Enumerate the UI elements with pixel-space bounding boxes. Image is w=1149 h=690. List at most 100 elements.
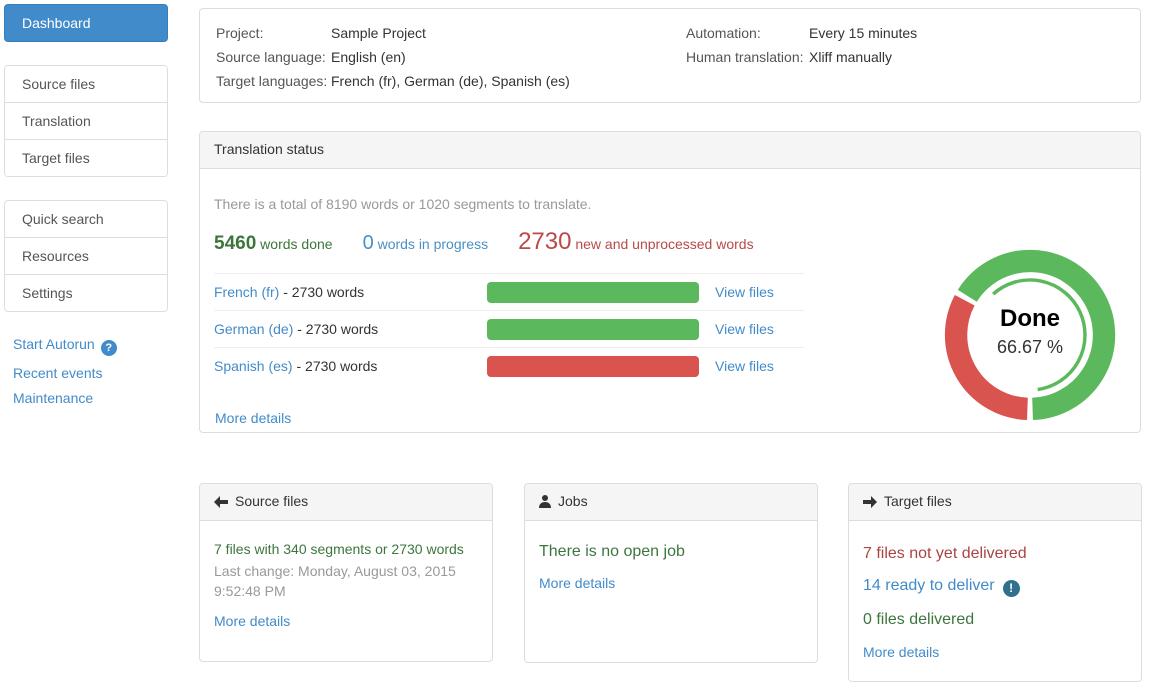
sidebar-item-translation[interactable]: Translation <box>5 102 167 139</box>
jobs-more-details-link[interactable]: More details <box>539 575 616 591</box>
view-files-link-german[interactable]: View files <box>715 321 774 337</box>
total-words-summary: There is a total of 8190 words or 1020 s… <box>214 196 592 212</box>
source-files-more-details-link[interactable]: More details <box>214 613 291 629</box>
project-info-panel: Project: Sample Project Source language:… <box>199 8 1141 103</box>
human-translation-label: Human translation: <box>686 49 804 65</box>
person-icon <box>539 495 551 508</box>
target-files-delivered: 0 files delivered <box>863 611 975 628</box>
sidebar-item-dashboard[interactable]: Dashboard <box>4 4 168 42</box>
sidebar-links: Start Autorun? Recent events Maintenance <box>4 336 168 406</box>
stat-new-words: 2730 new and unprocessed words <box>518 228 754 256</box>
donut-done-label: Done <box>1000 305 1060 332</box>
language-wordcount: - 2730 words <box>292 358 378 374</box>
source-files-title: Source files <box>235 493 309 509</box>
language-row-spanish: Spanish (es) - 2730 words View files <box>214 347 804 384</box>
view-files-link-spanish[interactable]: View files <box>715 358 774 374</box>
stat-words-in-progress-label: words in progress <box>377 236 489 252</box>
recent-events-link[interactable]: Recent events <box>13 365 103 381</box>
progress-bar-spanish <box>487 355 699 377</box>
target-files-ready-line: 14 ready to deliver! <box>863 577 1127 597</box>
progress-bar-track <box>487 281 699 303</box>
source-files-panel: Source files 7 files with 340 segments o… <box>199 483 493 662</box>
language-link-french[interactable]: French (fr) <box>214 284 280 300</box>
sidebar-nav-primary: Source files Translation Target files <box>4 65 168 177</box>
target-files-more-details-link[interactable]: More details <box>863 644 940 660</box>
source-language-value: English (en) <box>331 49 406 65</box>
stat-words-in-progress: 0 words in progress <box>363 232 489 255</box>
language-label: German (de) - 2730 words <box>214 321 487 337</box>
automation-value: Every 15 minutes <box>809 25 918 41</box>
sidebar-item-settings[interactable]: Settings <box>5 274 167 311</box>
progress-bar-french <box>487 281 699 303</box>
source-files-summary: 7 files with 340 segments or 2730 words <box>214 541 464 557</box>
target-files-body: 7 files not yet delivered 14 ready to de… <box>849 521 1141 672</box>
progress-bar-track <box>487 355 699 377</box>
stat-new-words-label: new and unprocessed words <box>575 236 754 252</box>
target-files-title: Target files <box>884 493 952 509</box>
donut-center-label: Done 66.67 % <box>944 305 1116 358</box>
donut-inner-ring <box>992 278 1087 392</box>
maintenance-link[interactable]: Maintenance <box>13 390 94 406</box>
language-row-french: French (fr) - 2730 words View files <box>214 273 804 310</box>
stat-words-in-progress-value: 0 <box>362 232 374 254</box>
sidebar-item-resources[interactable]: Resources <box>5 237 167 274</box>
source-language-label: Source language: <box>216 49 326 65</box>
start-autorun-label: Start Autorun <box>13 336 95 352</box>
human-translation-value: Xliff manually <box>809 49 893 65</box>
jobs-panel: Jobs There is no open job More details <box>524 483 818 663</box>
target-languages-label: Target languages: <box>216 73 328 89</box>
arrow-left-icon <box>214 496 228 508</box>
sidebar-nav-secondary: Quick search Resources Settings <box>4 200 168 312</box>
language-link-german[interactable]: German (de) <box>214 321 294 337</box>
arrow-right-icon <box>863 496 877 508</box>
translation-status-panel: Translation status There is a total of 8… <box>199 131 1141 433</box>
source-files-last-change: Last change: Monday, August 03, 2015 9:5… <box>214 563 456 599</box>
target-files-not-delivered: 7 files not yet delivered <box>863 545 1027 562</box>
stats-row: 5460 words done 0 words in progress 2730… <box>214 228 1126 256</box>
jobs-body: There is no open job More details <box>525 521 817 603</box>
source-files-header: Source files <box>200 484 492 521</box>
language-wordcount: - 2730 words <box>293 321 379 337</box>
project-info-right: Automation: Every 15 minutes Human trans… <box>686 21 917 69</box>
sidebar-item-source-files[interactable]: Source files <box>5 66 167 102</box>
automation-link[interactable]: Automation: <box>686 25 761 41</box>
done-donut-chart: Done 66.67 % <box>944 249 1116 421</box>
stat-new-words-value: 2730 <box>518 228 572 255</box>
question-circle-icon[interactable]: ? <box>100 340 117 356</box>
language-label: French (fr) - 2730 words <box>214 284 487 300</box>
progress-bar-german <box>487 318 699 340</box>
donut-svg <box>944 249 1116 421</box>
stat-words-done: 5460 words done <box>214 233 333 255</box>
donut-percent-value: 66.67 % <box>996 337 1064 357</box>
donut-done-arc <box>957 249 1116 421</box>
jobs-status-text: There is no open job <box>539 543 685 560</box>
start-autorun-link[interactable]: Start Autorun? <box>13 336 168 356</box>
stat-words-done-value: 5460 <box>214 233 257 254</box>
view-files-link-french[interactable]: View files <box>715 284 774 300</box>
project-name-value: Sample Project <box>331 25 426 41</box>
language-wordcount: - 2730 words <box>279 284 365 300</box>
jobs-title: Jobs <box>558 493 588 509</box>
translation-status-header: Translation status <box>200 132 1140 169</box>
target-files-ready-to-deliver: 14 ready to deliver <box>863 577 995 594</box>
status-more-details-link[interactable]: More details <box>215 410 292 426</box>
exclamation-circle-icon[interactable]: ! <box>1002 580 1020 597</box>
target-files-panel: Target files 7 files not yet delivered 1… <box>848 483 1142 682</box>
donut-remaining-arc <box>944 295 1029 421</box>
language-progress-table: French (fr) - 2730 words View files Germ… <box>214 273 804 384</box>
jobs-header: Jobs <box>525 484 817 521</box>
language-link-spanish[interactable]: Spanish (es) <box>214 358 293 374</box>
translation-status-body: There is a total of 8190 words or 1020 s… <box>200 169 1140 433</box>
sidebar-item-quick-search[interactable]: Quick search <box>5 201 167 237</box>
target-files-header: Target files <box>849 484 1141 521</box>
language-label: Spanish (es) - 2730 words <box>214 358 487 374</box>
project-info-left: Project: Sample Project Source language:… <box>216 21 570 93</box>
sidebar-item-target-files[interactable]: Target files <box>5 139 167 176</box>
language-row-german: German (de) - 2730 words View files <box>214 310 804 347</box>
target-languages-value: French (fr), German (de), Spanish (es) <box>331 73 570 89</box>
stat-words-done-label: words done <box>260 236 333 252</box>
sidebar: Dashboard Source files Translation Targe… <box>4 4 168 415</box>
project-link[interactable]: Project: <box>216 25 264 41</box>
source-files-body: 7 files with 340 segments or 2730 words … <box>200 521 492 641</box>
progress-bar-track <box>487 318 699 340</box>
